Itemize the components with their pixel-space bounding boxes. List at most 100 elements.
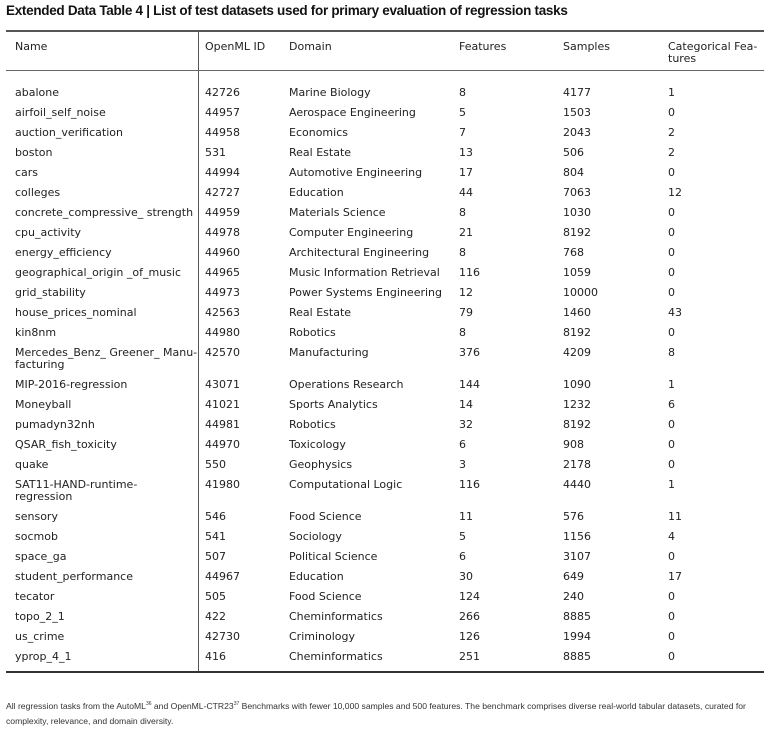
cell-domain: Operations Research <box>289 378 404 391</box>
cell-features: 376 <box>459 346 480 359</box>
datasets-table: Name OpenML ID Domain Features Samples C… <box>6 30 764 673</box>
cell-samples: 1232 <box>563 398 591 411</box>
cell-categorical-features: 0 <box>668 206 675 219</box>
cell-samples: 1030 <box>563 206 591 219</box>
cell-openml-id: 422 <box>198 607 289 627</box>
cell-categorical-features: 0 <box>668 246 675 259</box>
cell-name: SAT11-HAND-runtime- regression <box>15 478 138 503</box>
cell-name: topo_2_1 <box>15 610 65 623</box>
cell-openml-id: 42730 <box>198 627 289 647</box>
cell-categorical-features: 0 <box>668 630 675 643</box>
cell-categorical-features: 0 <box>668 166 675 179</box>
cell-domain: Sociology <box>289 530 342 543</box>
cell-openml-id: 44960 <box>198 243 289 263</box>
cell-features: 44 <box>459 186 473 199</box>
cell-domain: Economics <box>289 126 348 139</box>
cell-openml-id: 41980 <box>198 475 289 507</box>
table-row: student_performance 44967 Education 30 649 17 <box>6 567 764 587</box>
cell-name: grid_stability <box>15 286 86 299</box>
cell-samples: 1156 <box>563 530 591 543</box>
cell-features: 30 <box>459 570 473 583</box>
cell-name: kin8nm <box>15 326 57 339</box>
cell-name: cars <box>15 166 39 179</box>
cell-features: 124 <box>459 590 480 603</box>
cell-domain: Automotive Engineering <box>289 166 423 179</box>
cell-domain: Food Science <box>289 510 362 523</box>
cell-openml-id: 44994 <box>198 163 289 183</box>
column-header-domain: Domain <box>289 32 459 71</box>
cell-name: sensory <box>15 510 58 523</box>
cell-name: pumadyn32nh <box>15 418 95 431</box>
cell-features: 7 <box>459 126 466 139</box>
cell-features: 6 <box>459 550 466 563</box>
table-row: energy_efficiency 44960 Architectural Engi… <box>6 243 764 263</box>
table-row: concrete_compressive_ strength 44959 Mater… <box>6 203 764 223</box>
cell-domain: Music Information Retrieval <box>289 266 440 279</box>
cell-domain: Real Estate <box>289 146 352 159</box>
cell-samples: 8885 <box>563 610 591 623</box>
cell-samples: 8192 <box>563 326 591 339</box>
cell-features: 14 <box>459 398 473 411</box>
cell-domain: Toxicology <box>289 438 346 451</box>
cell-openml-id: 42570 <box>198 343 289 375</box>
cell-categorical-features: 1 <box>668 478 675 491</box>
table-row: airfoil_self_noise 44957 Aerospace Enginee… <box>6 103 764 123</box>
cell-features: 12 <box>459 286 473 299</box>
cell-openml-id: 531 <box>198 143 289 163</box>
cell-name: house_prices_nominal <box>15 306 137 319</box>
cell-categorical-features: 0 <box>668 418 675 431</box>
cell-name: colleges <box>15 186 61 199</box>
cell-domain: Manufacturing <box>289 346 369 359</box>
table-row: SAT11-HAND-runtime- regression 41980 Compu… <box>6 475 764 507</box>
cell-features: 144 <box>459 378 480 391</box>
cell-name: student_performance <box>15 570 133 583</box>
cell-openml-id: 42563 <box>198 303 289 323</box>
cell-openml-id: 44980 <box>198 323 289 343</box>
cell-features: 11 <box>459 510 473 523</box>
cell-features: 5 <box>459 530 466 543</box>
cell-categorical-features: 0 <box>668 590 675 603</box>
cell-openml-id: 507 <box>198 547 289 567</box>
cell-openml-id: 44981 <box>198 415 289 435</box>
cell-domain: Marine Biology <box>289 86 371 99</box>
cell-features: 126 <box>459 630 480 643</box>
cell-categorical-features: 2 <box>668 126 675 139</box>
table-title: Extended Data Table 4 | List of test dat… <box>6 3 568 18</box>
cell-samples: 768 <box>563 246 584 259</box>
table-row: Moneyball 41021 Sports Analytics 14 1232 6 <box>6 395 764 415</box>
footnote-text: Benchmarks with fewer 10,000 samples and… <box>6 700 746 726</box>
cell-samples: 8192 <box>563 226 591 239</box>
cell-features: 3 <box>459 458 466 471</box>
cell-openml-id: 505 <box>198 587 289 607</box>
cell-categorical-features: 11 <box>668 510 682 523</box>
cell-categorical-features: 0 <box>668 266 675 279</box>
table-row: pumadyn32nh 44981 Robotics 32 8192 0 <box>6 415 764 435</box>
table-row: socmob 541 Sociology 5 1156 4 <box>6 527 764 547</box>
cell-samples: 4177 <box>563 86 591 99</box>
cell-samples: 506 <box>563 146 584 159</box>
cell-categorical-features: 17 <box>668 570 682 583</box>
table-row: grid_stability 44973 Power Systems Enginee… <box>6 283 764 303</box>
cell-samples: 649 <box>563 570 584 583</box>
cell-samples: 10000 <box>563 286 598 299</box>
footnote-text: All regression tasks from the AutoML <box>6 700 146 711</box>
cell-categorical-features: 0 <box>668 610 675 623</box>
table-header-row: Name OpenML ID Domain Features Samples C… <box>6 32 764 71</box>
cell-name: concrete_compressive_ strength <box>15 206 194 219</box>
table-row: MIP-2016-regression 43071 Operations Resea… <box>6 375 764 395</box>
column-header-features: Features <box>459 32 563 71</box>
cell-categorical-features: 0 <box>668 106 675 119</box>
cell-domain: Aerospace Engineering <box>289 106 416 119</box>
cell-samples: 4440 <box>563 478 591 491</box>
table-row: kin8nm 44980 Robotics 8 8192 0 <box>6 323 764 343</box>
cell-features: 251 <box>459 650 480 663</box>
cell-domain: Food Science <box>289 590 362 603</box>
cell-domain: Political Science <box>289 550 378 563</box>
table-row: auction_verification 44958 Economics 7 2043 2 <box>6 123 764 143</box>
cell-features: 116 <box>459 478 480 491</box>
cell-openml-id: 44978 <box>198 223 289 243</box>
cell-name: auction_verification <box>15 126 123 139</box>
cell-samples: 2043 <box>563 126 591 139</box>
column-header-samples: Samples <box>563 32 668 71</box>
cell-name: energy_efficiency <box>15 246 112 259</box>
